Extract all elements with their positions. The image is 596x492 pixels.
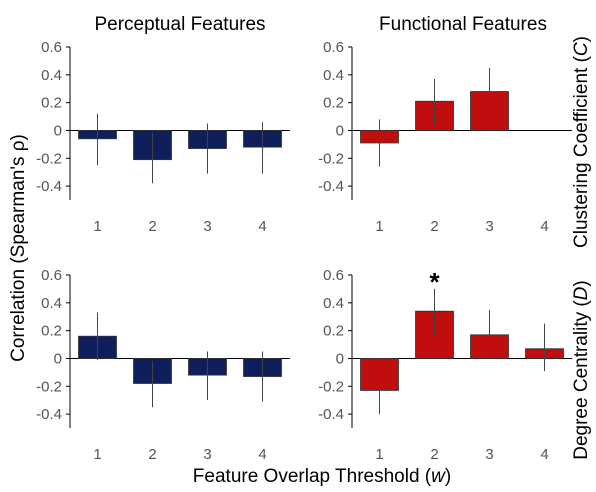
row-label-clustering: Clustering Coefficient (C) [571,36,592,248]
panel-perceptual-degree: 0.6 0.4 0.2 0 -0.2 -0.4 1 2 3 4 [36,267,290,463]
x-tick-label: 4 [258,446,266,463]
x-tick-label: 3 [485,218,493,235]
x-tick-label: 4 [258,218,266,235]
y-tick-label: 0 [54,122,62,139]
x-tick-label: 3 [485,446,493,463]
x-tick-label: 2 [430,218,438,235]
x-tick-label: 2 [430,446,438,463]
x-tick-label: 4 [540,446,548,463]
y-tick-label: -0.2 [318,378,344,395]
panel-functional-clustering: 0.6 0.4 0.2 0 -0.2 -0.4 1 2 3 4 [318,39,572,235]
x-tick-label: 1 [375,218,383,235]
y-tick-label: 0 [336,122,344,139]
row-label-degree: Degree Centrality (D) [571,280,592,460]
y-axis-title: Correlation (Spearman's ρ) [8,134,29,362]
y-tick-label: 0.2 [41,95,62,112]
x-tick-label: 2 [148,446,156,463]
y-tick-label: -0.4 [318,178,344,195]
y-tick-label: 0.6 [41,267,62,284]
x-axis-title: Feature Overlap Threshold (w) [193,466,451,487]
y-tick-label: 0.4 [41,67,62,84]
y-tick-label: 0.4 [323,295,344,312]
y-tick-label: 0.4 [41,295,62,312]
y-tick-label: 0.6 [323,39,344,56]
y-tick-label: 0.6 [41,39,62,56]
panel-functional-degree: 0.6 0.4 0.2 0 -0.2 -0.4 1 2 3 4 * [318,267,572,463]
y-tick-label: 0.2 [323,95,344,112]
y-tick-label: -0.4 [36,406,62,423]
y-tick-label: 0 [336,350,344,367]
y-tick-label: 0.4 [323,67,344,84]
column-title-functional: Functional Features [379,14,547,35]
column-title-perceptual: Perceptual Features [94,14,265,35]
y-tick-label: -0.4 [36,178,62,195]
panel-perceptual-clustering: 0.6 0.4 0.2 0 -0.2 -0.4 1 2 3 4 [36,39,290,235]
x-tick-label: 3 [203,446,211,463]
y-tick-label: 0.6 [323,267,344,284]
x-tick-label: 1 [93,218,101,235]
y-tick-label: 0 [54,350,62,367]
y-tick-label: -0.4 [318,406,344,423]
y-tick-label: 0.2 [41,323,62,340]
x-tick-label: 1 [93,446,101,463]
y-tick-label: 0.2 [323,323,344,340]
y-tick-label: -0.2 [36,150,62,167]
x-tick-label: 4 [540,218,548,235]
y-tick-label: -0.2 [318,150,344,167]
x-tick-label: 2 [148,218,156,235]
x-tick-label: 3 [203,218,211,235]
significance-star: * [429,267,440,297]
x-tick-label: 1 [375,446,383,463]
y-tick-label: -0.2 [36,378,62,395]
